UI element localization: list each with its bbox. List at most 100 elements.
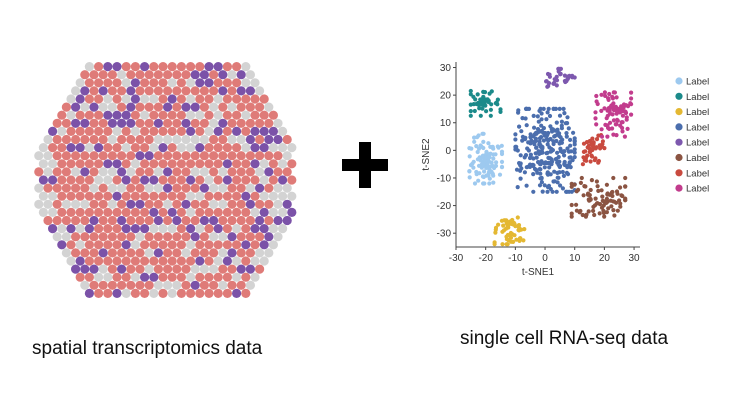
data-point: [513, 137, 518, 142]
data-point: [572, 155, 577, 160]
data-point: [513, 144, 518, 149]
spot: [236, 167, 246, 177]
spot: [94, 94, 104, 104]
spot: [172, 215, 182, 226]
spot: [149, 240, 159, 250]
spot: [112, 143, 122, 153]
data-point: [523, 153, 529, 158]
spot: [195, 272, 205, 282]
spot: [126, 215, 136, 226]
spot: [232, 288, 242, 298]
spot: [172, 264, 182, 274]
spot: [250, 159, 260, 169]
spot: [163, 102, 173, 112]
legend-marker: [675, 153, 683, 162]
spot: [94, 207, 104, 217]
spot: [232, 175, 242, 185]
spot: [245, 280, 255, 290]
spot: [158, 126, 168, 136]
legend-marker: [675, 92, 683, 100]
spot: [121, 143, 131, 153]
spot: [236, 86, 246, 96]
data-point: [570, 73, 575, 78]
spot: [61, 134, 71, 145]
spot: [222, 110, 232, 120]
spot: [199, 167, 209, 177]
spot: [218, 151, 228, 161]
spot: [236, 118, 246, 128]
spot: [273, 199, 283, 209]
data-point: [479, 165, 484, 170]
spot: [52, 151, 62, 161]
spot: [144, 280, 154, 290]
spot: [126, 86, 136, 96]
spot: [167, 224, 177, 234]
data-point: [488, 113, 493, 118]
spot: [112, 94, 122, 104]
spot: [84, 288, 94, 298]
spot: [250, 126, 260, 136]
data-point: [558, 66, 564, 71]
spot: [186, 143, 196, 153]
spot: [75, 175, 85, 185]
spot: [241, 240, 251, 250]
data-point: [583, 149, 588, 154]
spot: [112, 126, 122, 136]
spot: [190, 70, 200, 80]
data-point: [571, 130, 576, 135]
spot: [250, 256, 260, 266]
spot: [117, 118, 127, 128]
spot: [190, 232, 200, 242]
spot: [98, 118, 108, 128]
spot: [89, 199, 99, 209]
spot: [48, 143, 58, 153]
series-0: [467, 131, 505, 186]
spot: [282, 167, 292, 177]
spot: [112, 288, 122, 298]
data-point: [524, 165, 529, 170]
data-point: [604, 116, 609, 121]
spot: [135, 232, 145, 242]
spot: [98, 199, 108, 209]
spot: [103, 240, 113, 250]
spot: [94, 191, 104, 201]
spot: [144, 102, 154, 112]
spot: [176, 159, 186, 169]
spot: [245, 232, 255, 242]
spot: [245, 86, 255, 96]
spot: [61, 167, 71, 177]
spot: [130, 110, 140, 120]
data-point: [562, 153, 567, 158]
spot: [236, 70, 246, 80]
spot: [259, 159, 269, 169]
data-point: [560, 186, 566, 191]
data-point: [515, 185, 520, 190]
data-point: [615, 117, 620, 122]
spot: [48, 191, 58, 201]
spot: [213, 78, 223, 88]
data-point: [492, 242, 497, 247]
spot: [57, 240, 67, 250]
spot: [204, 62, 214, 72]
spot: [75, 207, 85, 217]
data-point: [611, 208, 616, 213]
spot: [158, 240, 168, 250]
spot: [264, 199, 274, 209]
data-point: [508, 234, 513, 239]
data-point: [494, 160, 499, 165]
spot: [213, 272, 223, 282]
data-point: [623, 184, 628, 189]
data-point: [477, 156, 482, 161]
spot: [282, 151, 292, 161]
spot: [34, 151, 44, 161]
data-point: [499, 149, 505, 154]
legend-marker: [675, 138, 683, 146]
data-point: [548, 156, 553, 161]
data-point: [480, 106, 485, 111]
spot: [186, 207, 196, 217]
spot: [181, 86, 191, 96]
spot: [107, 232, 117, 242]
spot: [255, 232, 265, 242]
spot: [103, 224, 113, 234]
data-point: [544, 117, 549, 122]
